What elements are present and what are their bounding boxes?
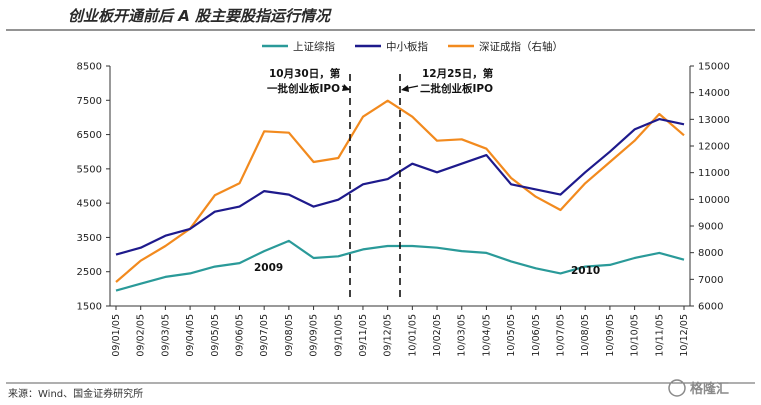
- left-tick-label-1: 2500: [77, 267, 102, 278]
- annotation-ipo-1-line-1: 10月30日，第: [269, 67, 341, 80]
- x-tick-label-7: 09/08/05: [284, 314, 295, 357]
- x-tick-label-2: 09/03/05: [160, 314, 171, 357]
- watermark-text: 格隆汇: [690, 381, 729, 397]
- right-tick-label-9: 15000: [698, 62, 730, 73]
- right-tick-label-3: 9000: [698, 222, 723, 233]
- chart-title: 创业板开通前后 A 股主要股指运行情况: [68, 7, 332, 25]
- left-tick-label-4: 5500: [77, 164, 102, 175]
- x-tick-label-5: 09/06/05: [234, 314, 245, 357]
- source-note: 来源：Wind、国金证券研究所: [8, 387, 143, 400]
- x-tick-label-8: 09/09/05: [309, 314, 320, 357]
- annotation-ipo-2-arrowhead: [401, 85, 409, 92]
- x-tick-label-12: 10/01/05: [407, 314, 418, 357]
- left-tick-label-2: 3500: [77, 233, 102, 244]
- x-tick-label-21: 10/10/05: [630, 314, 641, 357]
- annotation-year-2010: 2010: [571, 265, 600, 277]
- right-tick-label-6: 12000: [698, 142, 730, 153]
- series-line-2: [115, 99, 685, 283]
- x-tick-label-22: 10/11/05: [654, 314, 665, 357]
- x-tick-label-3: 09/04/05: [185, 314, 196, 357]
- annotation-ipo-2-line-2: 二批创业板IPO: [420, 82, 493, 95]
- right-tick-label-1: 7000: [698, 275, 723, 286]
- right-tick-label-8: 14000: [698, 88, 730, 99]
- x-tick-label-11: 09/12/05: [383, 314, 394, 357]
- left-tick-label-3: 4500: [77, 199, 102, 210]
- left-tick-label-0: 1500: [77, 302, 102, 313]
- x-tick-label-9: 09/10/05: [333, 314, 344, 357]
- x-tick-label-14: 10/03/05: [457, 314, 468, 357]
- x-tick-label-10: 09/11/05: [358, 314, 369, 357]
- x-tick-label-0: 09/01/05: [111, 314, 122, 357]
- x-tick-label-16: 10/05/05: [506, 314, 517, 357]
- x-tick-label-23: 10/12/05: [679, 314, 690, 357]
- x-tick-label-4: 09/05/05: [210, 314, 221, 357]
- axes: [109, 66, 691, 307]
- annotation-ipo-1-line-2: 一批创业板IPO: [267, 82, 340, 95]
- x-tick-label-17: 10/06/05: [531, 314, 542, 357]
- right-tick-label-0: 6000: [698, 302, 723, 313]
- right-tick-label-5: 11000: [698, 168, 730, 179]
- x-axis-ticks: 09/01/05 09/02/05 09/03/05 09/04/05 09/05/05…: [111, 306, 690, 357]
- right-tick-label-7: 13000: [698, 115, 730, 126]
- left-axis-ticks: 1500 2500 3500 4500 5500 6500 7500 8500: [77, 62, 110, 313]
- x-tick-label-18: 10/07/05: [556, 314, 567, 357]
- right-axis-ticks: 6000 7000 8000 9000 10000 11000 12000 13000 1400…: [690, 62, 730, 313]
- right-tick-label-4: 10000: [698, 195, 730, 206]
- x-tick-label-20: 10/09/05: [605, 314, 616, 357]
- annotation-year-2009: 2009: [254, 262, 283, 274]
- legend-label-1: 中小板指: [386, 40, 428, 53]
- annotation-ipo-1-arrowhead: [342, 84, 350, 91]
- left-tick-label-5: 6500: [77, 130, 102, 141]
- legend: 上证综指 中小板指 深证成指（右轴）: [262, 40, 563, 53]
- left-tick-label-6: 7500: [77, 96, 102, 107]
- legend-label-0: 上证综指: [293, 40, 335, 53]
- x-tick-label-13: 10/02/05: [432, 314, 443, 357]
- watermark: 格隆汇: [668, 379, 729, 397]
- x-tick-label-6: 09/07/05: [259, 314, 270, 357]
- right-tick-label-2: 8000: [698, 248, 723, 259]
- x-tick-label-1: 09/02/05: [136, 314, 147, 357]
- watermark-logo-icon: [668, 379, 686, 397]
- left-tick-label-7: 8500: [77, 62, 102, 73]
- legend-label-2: 深证成指（右轴）: [479, 40, 563, 53]
- x-tick-label-15: 10/04/05: [481, 314, 492, 357]
- x-tick-label-19: 10/08/05: [580, 314, 591, 357]
- annotation-ipo-2-line-1: 12月25日，第: [422, 67, 494, 80]
